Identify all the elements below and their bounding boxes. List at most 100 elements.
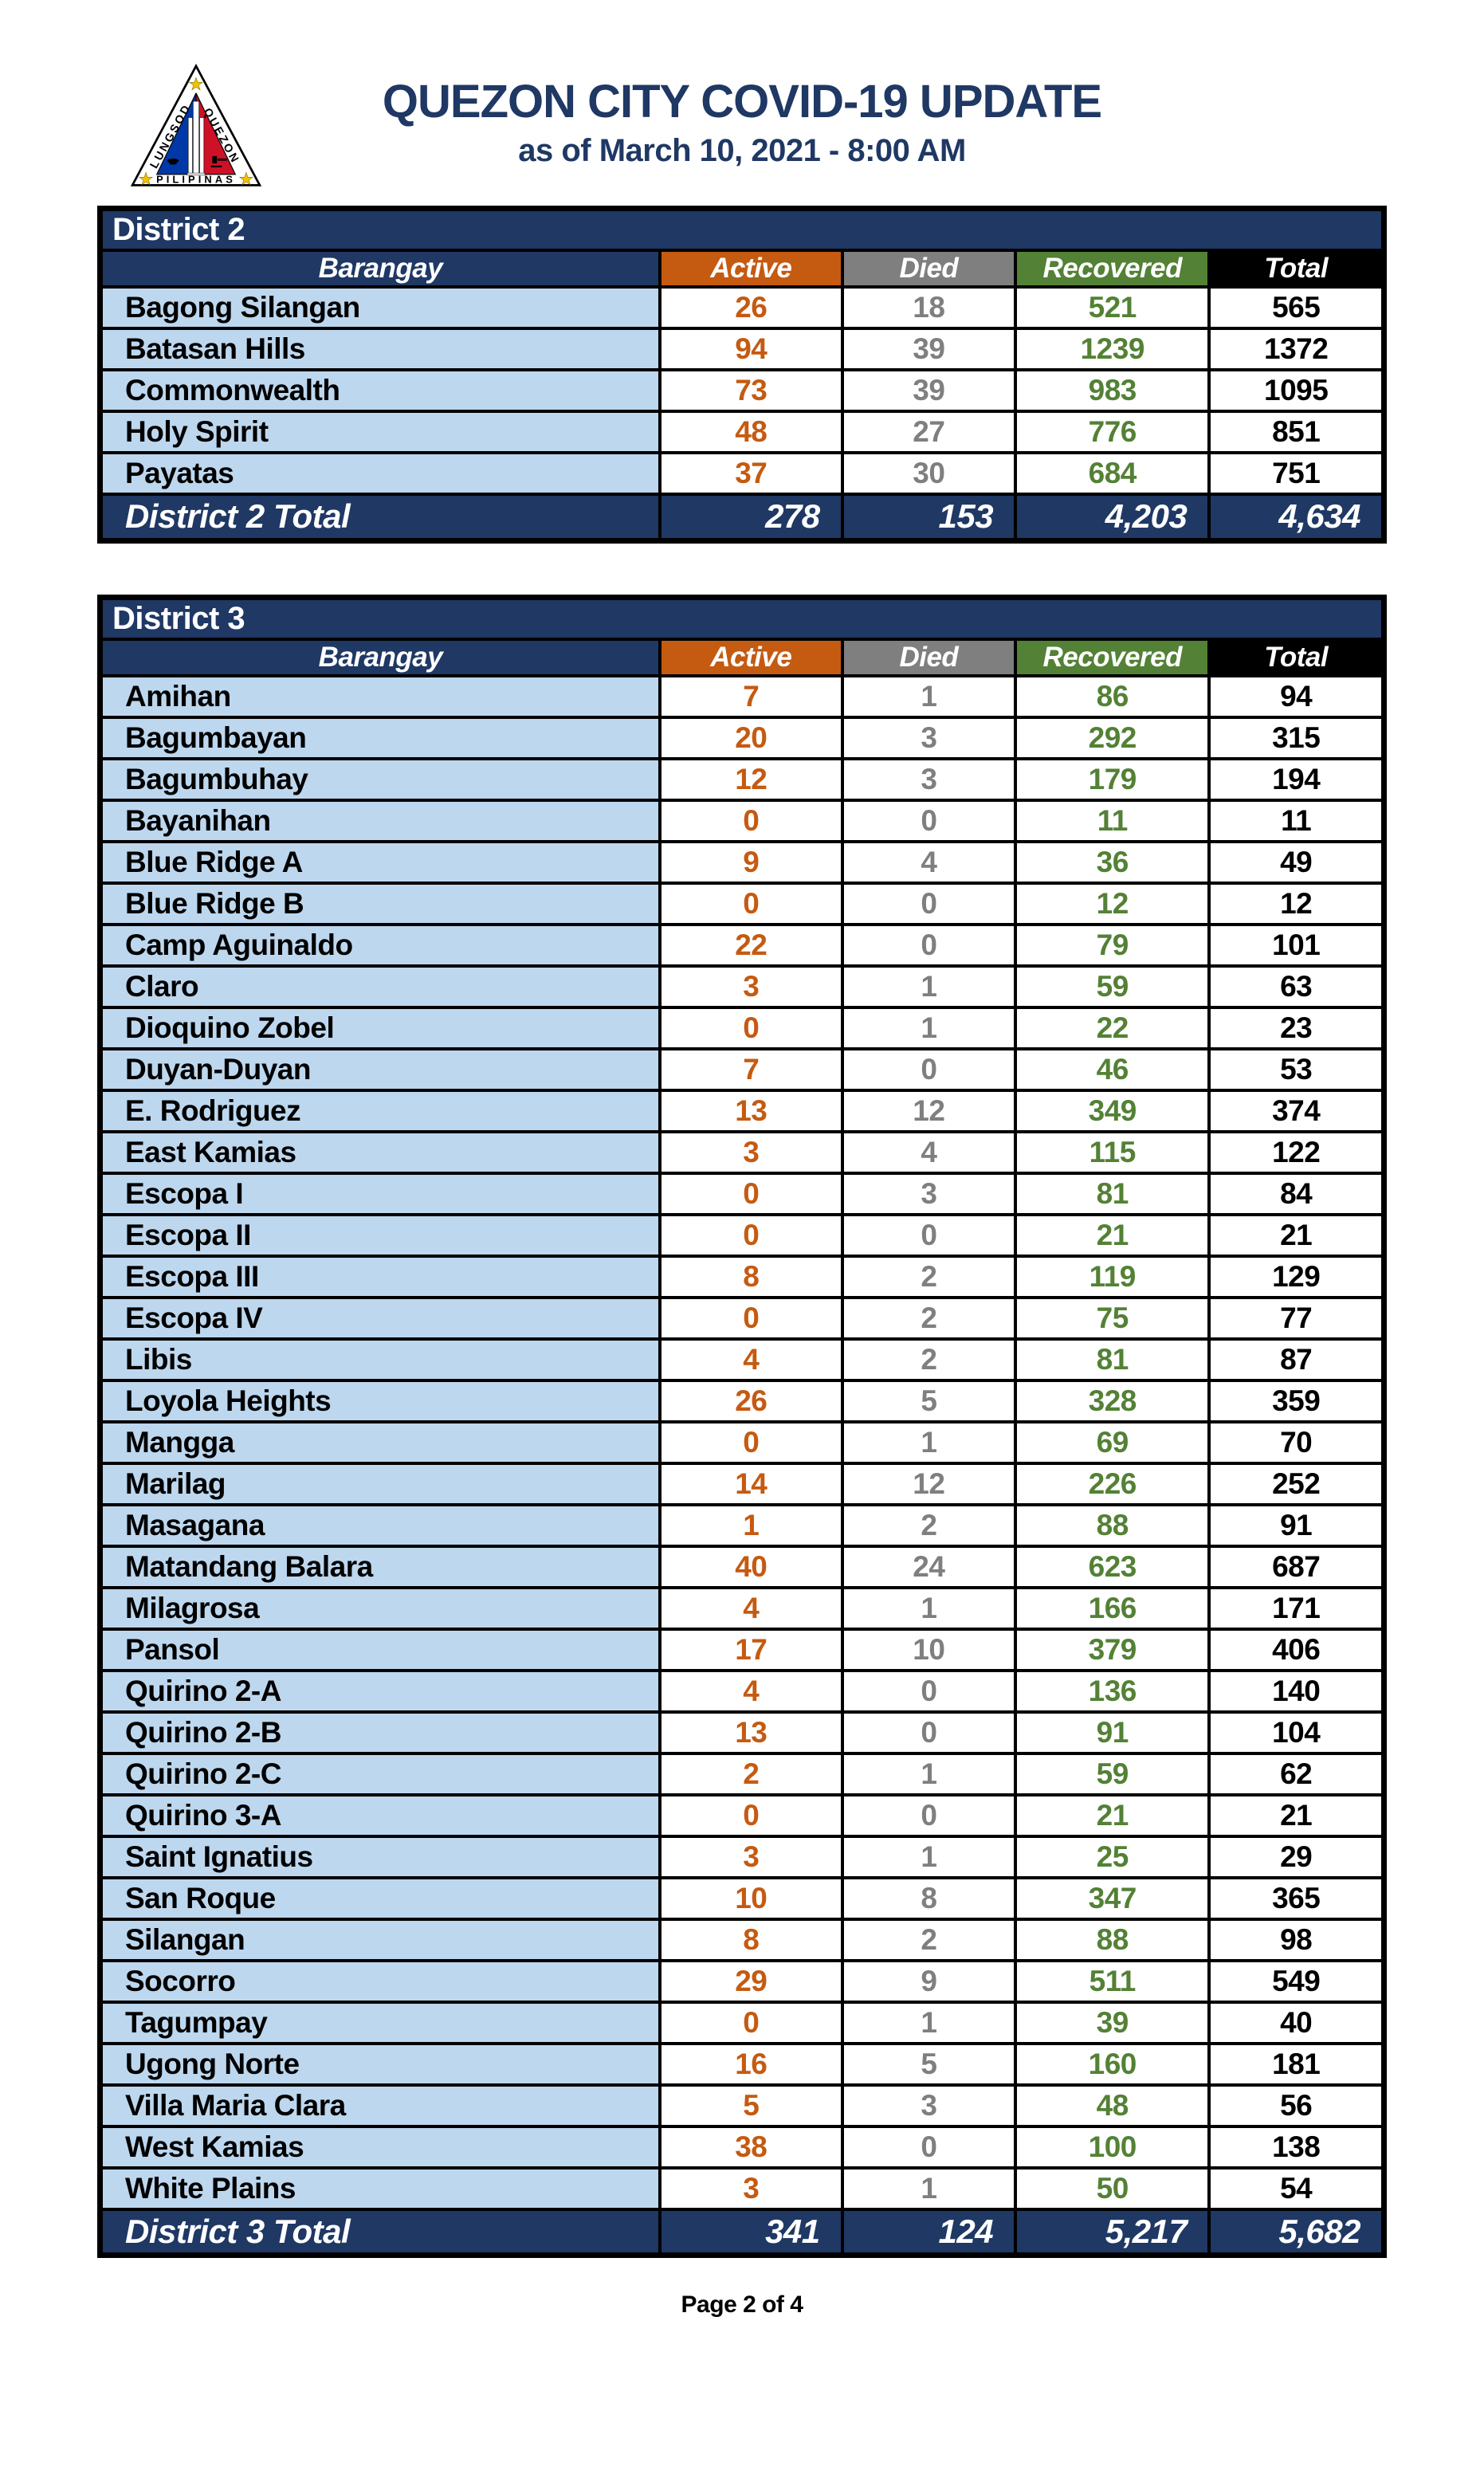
value-total: 365 — [1207, 1875, 1386, 1921]
value-died: 1 — [840, 1420, 1018, 1465]
value-recovered: 115 — [1014, 1129, 1211, 1175]
value-recovered: 511 — [1014, 1958, 1211, 2004]
value-died: 39 — [840, 327, 1018, 371]
table-row: Libis 4 2 81 87 — [98, 1337, 1386, 1382]
table-row: Holy Spirit 48 27 776 851 — [98, 410, 1386, 454]
barangay-name: Ugong Norte — [98, 2041, 662, 2087]
value-recovered: 292 — [1014, 715, 1211, 760]
barangay-name: Commonwealth — [98, 368, 662, 413]
table-row: Loyola Heights 26 5 328 359 — [98, 1378, 1386, 1423]
column-header-row: Barangay Active Died Recovered Total — [98, 637, 1386, 677]
barangay-name: Pansol — [98, 1627, 662, 1672]
barangay-name: Quirino 2-A — [98, 1668, 662, 1714]
district-band-row: District 3 — [98, 595, 1386, 641]
table-row: Pansol 17 10 379 406 — [98, 1627, 1386, 1672]
table-row: Bayanihan 0 0 11 11 — [98, 798, 1386, 843]
table-row: E. Rodriguez 13 12 349 374 — [98, 1088, 1386, 1133]
value-active: 1 — [658, 1502, 844, 1548]
value-active: 0 — [658, 1005, 844, 1050]
value-active: 0 — [658, 881, 844, 926]
barangay-name: White Plains — [98, 2166, 662, 2211]
seal-stars — [139, 77, 253, 186]
value-recovered: 21 — [1014, 1212, 1211, 1258]
column-header-total: Total — [1207, 249, 1386, 289]
value-died: 1 — [840, 2000, 1018, 2045]
district-total-row: District 3 Total 341 124 5,217 5,682 — [98, 2207, 1386, 2257]
table-row: Claro 3 1 59 63 — [98, 964, 1386, 1009]
value-recovered: 100 — [1014, 2124, 1211, 2170]
value-total: 77 — [1207, 1295, 1386, 1341]
value-died: 4 — [840, 839, 1018, 885]
value-total: 63 — [1207, 964, 1386, 1009]
table-row: Quirino 2-C 2 1 59 62 — [98, 1751, 1386, 1796]
value-died: 0 — [840, 1212, 1018, 1258]
value-total: 21 — [1207, 1212, 1386, 1258]
value-total: 94 — [1207, 673, 1386, 719]
value-recovered: 12 — [1014, 881, 1211, 926]
value-died: 0 — [840, 1793, 1018, 1838]
value-total: 56 — [1207, 2083, 1386, 2128]
value-died: 1 — [840, 2166, 1018, 2211]
value-active: 17 — [658, 1627, 844, 1672]
district-title: District 2 — [98, 206, 1386, 252]
barangay-name: Escopa IV — [98, 1295, 662, 1341]
column-header-died: Died — [840, 249, 1018, 289]
table-row: Masagana 1 2 88 91 — [98, 1502, 1386, 1548]
value-active: 3 — [658, 964, 844, 1009]
barangay-name: Dioquino Zobel — [98, 1005, 662, 1050]
table-row: Ugong Norte 16 5 160 181 — [98, 2041, 1386, 2087]
value-total: 565 — [1207, 285, 1386, 330]
value-active: 38 — [658, 2124, 844, 2170]
value-active: 20 — [658, 715, 844, 760]
table-row: Milagrosa 4 1 166 171 — [98, 1585, 1386, 1631]
barangay-name: Marilag — [98, 1461, 662, 1506]
barangay-name: Quirino 3-A — [98, 1793, 662, 1838]
district-table-2: District 2 Barangay Active Died Recovered Tot… — [97, 206, 1387, 544]
value-died: 5 — [840, 2041, 1018, 2087]
value-recovered: 684 — [1014, 451, 1211, 496]
value-died: 3 — [840, 715, 1018, 760]
value-recovered: 88 — [1014, 1502, 1211, 1548]
barangay-name: Bagong Silangan — [98, 285, 662, 330]
value-total: 851 — [1207, 410, 1386, 454]
quezon-city-seal-icon: LUNGSOD QUEZON PILIPINAS — [130, 63, 262, 187]
value-total: 374 — [1207, 1088, 1386, 1133]
value-active: 0 — [658, 1295, 844, 1341]
value-total: 91 — [1207, 1502, 1386, 1548]
table-row: West Kamias 38 0 100 138 — [98, 2124, 1386, 2170]
value-recovered: 136 — [1014, 1668, 1211, 1714]
value-recovered: 39 — [1014, 2000, 1211, 2045]
value-active: 0 — [658, 1171, 844, 1216]
value-total: 194 — [1207, 756, 1386, 802]
value-recovered: 86 — [1014, 673, 1211, 719]
column-header-active: Active — [658, 637, 844, 677]
value-died: 18 — [840, 285, 1018, 330]
value-active: 7 — [658, 1046, 844, 1092]
value-recovered: 983 — [1014, 368, 1211, 413]
page-indicator: Page 2 of 4 — [681, 2291, 803, 2318]
value-total: 1372 — [1207, 327, 1386, 371]
value-died: 8 — [840, 1875, 1018, 1921]
barangay-name: Loyola Heights — [98, 1378, 662, 1423]
barangay-name: Bayanihan — [98, 798, 662, 843]
table-row: Blue Ridge B 0 0 12 12 — [98, 881, 1386, 926]
district-total-total: 5,682 — [1207, 2207, 1386, 2257]
barangay-name: Tagumpay — [98, 2000, 662, 2045]
value-total: 40 — [1207, 2000, 1386, 2045]
value-recovered: 21 — [1014, 1793, 1211, 1838]
value-recovered: 46 — [1014, 1046, 1211, 1092]
district-total-died: 153 — [840, 493, 1018, 542]
barangay-name: San Roque — [98, 1875, 662, 1921]
table-row: Marilag 14 12 226 252 — [98, 1461, 1386, 1506]
table-row: Escopa IV 0 2 75 77 — [98, 1295, 1386, 1341]
value-total: 315 — [1207, 715, 1386, 760]
value-total: 54 — [1207, 2166, 1386, 2211]
barangay-name: Mangga — [98, 1420, 662, 1465]
district-table-3: District 3 Barangay Active Died Recovered Tot… — [97, 594, 1387, 2258]
column-header-total: Total — [1207, 637, 1386, 677]
table-row: Escopa III 8 2 119 129 — [98, 1254, 1386, 1299]
value-active: 10 — [658, 1875, 844, 1921]
barangay-name: Libis — [98, 1337, 662, 1382]
value-died: 2 — [840, 1502, 1018, 1548]
value-recovered: 1239 — [1014, 327, 1211, 371]
